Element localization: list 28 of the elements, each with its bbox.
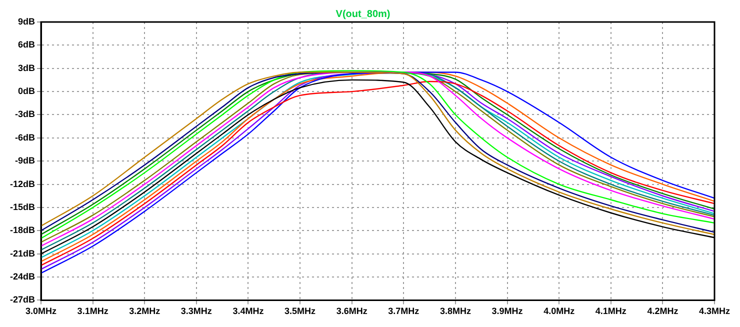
y-tick-label: -24dB — [10, 272, 36, 282]
y-tick-label: 6dB — [18, 40, 36, 50]
x-tick-label: 3.1MHz — [77, 306, 109, 316]
x-tick-label: 3.4MHz — [232, 306, 264, 316]
x-tick-label: 3.5MHz — [284, 306, 316, 316]
x-tick-label: 4.0MHz — [544, 306, 576, 316]
y-tick-label: 9dB — [18, 16, 36, 26]
x-tick-label: 3.6MHz — [336, 306, 368, 316]
y-tick-label: -6dB — [15, 132, 36, 142]
y-tick-label: 3dB — [18, 62, 36, 73]
x-tick-label: 3.3MHz — [180, 306, 212, 316]
y-tick-label: -21dB — [10, 248, 36, 258]
y-tick-label: -3dB — [15, 109, 36, 120]
x-tick-label: 4.3MHz — [698, 306, 730, 316]
y-tick-label: -12dB — [10, 178, 36, 189]
y-tick-label: -18dB — [10, 225, 36, 236]
y-tick-label: -27dB — [10, 294, 36, 305]
chart-title: V(out_80m) — [336, 8, 390, 20]
x-tick-label: 3.8MHz — [440, 306, 472, 316]
x-tick-label: 4.1MHz — [595, 306, 627, 316]
y-tick-label: -9dB — [15, 156, 36, 166]
x-tick-label: 3.0MHz — [25, 306, 58, 316]
x-tick-label: 3.9MHz — [492, 306, 524, 316]
x-tick-label: 4.2MHz — [647, 306, 679, 316]
y-tick-label: -15dB — [10, 202, 36, 212]
y-tick-label: 0dB — [18, 86, 36, 96]
x-tick-label: 3.7MHz — [388, 306, 420, 316]
x-tick-label: 3.2MHz — [129, 306, 161, 316]
